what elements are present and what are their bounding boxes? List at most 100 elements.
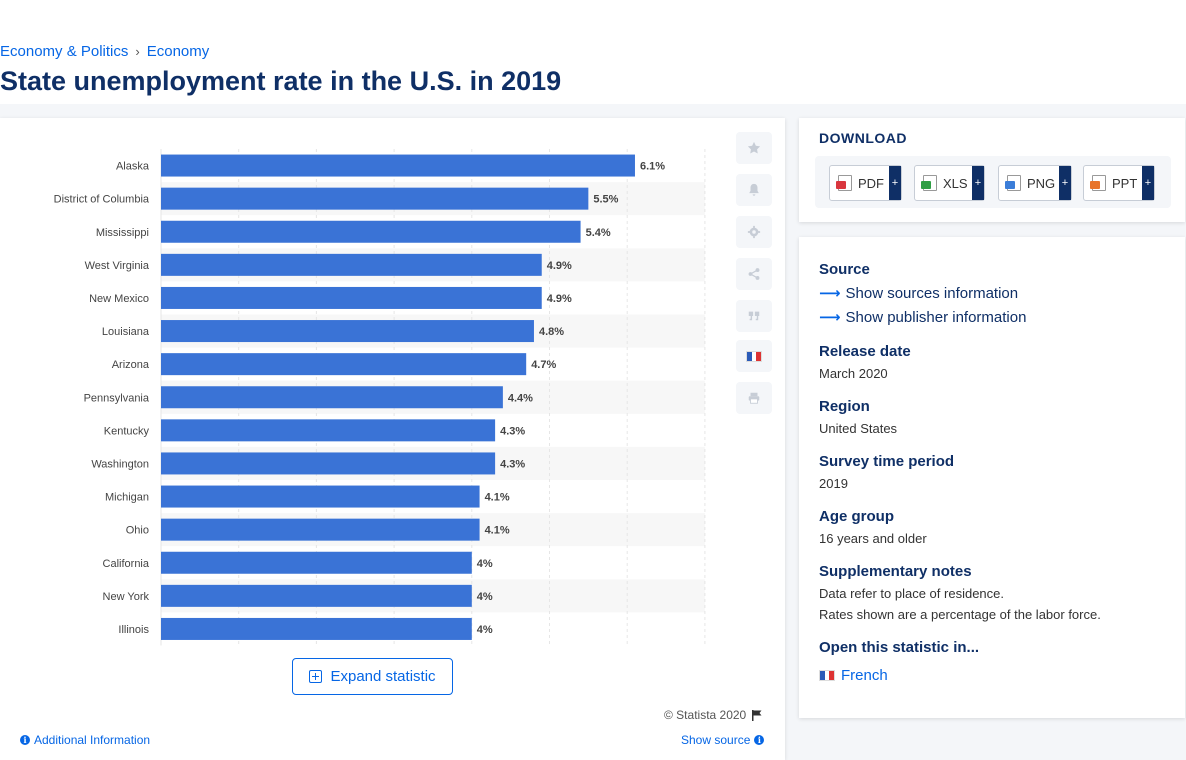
print-button[interactable]: [736, 382, 772, 414]
additional-information-link[interactable]: i Additional Information: [20, 733, 150, 747]
printer-icon: [748, 392, 760, 404]
supplementary-note-1: Data refer to place of residence.: [819, 586, 1004, 601]
download-xls-label: XLS: [943, 175, 968, 191]
share-icon: [748, 268, 760, 280]
download-ppt-button[interactable]: PPT +: [1083, 165, 1155, 201]
category-label: Ohio: [126, 525, 149, 537]
survey-period-value: 2019: [819, 476, 848, 491]
pdf-file-icon: [836, 175, 852, 191]
xls-file-icon: [921, 175, 937, 191]
category-label: Washington: [91, 458, 149, 470]
category-label: Michigan: [105, 492, 149, 504]
chart-card: Alaska 6.1% District of Columbia 5.5% Missis…: [0, 118, 785, 760]
age-group-value: 16 years and older: [819, 531, 927, 546]
notification-button[interactable]: [736, 174, 772, 206]
bar: [161, 485, 480, 508]
french-flag-icon: [746, 350, 762, 362]
category-label: West Virginia: [85, 260, 150, 272]
data-label: 4%: [477, 591, 493, 603]
category-label: District of Columbia: [54, 194, 150, 206]
show-sources-link[interactable]: ⟶ Show sources information: [819, 284, 1018, 303]
download-png-label: PNG: [1027, 175, 1056, 191]
download-png-plus[interactable]: +: [1059, 166, 1071, 200]
cite-button[interactable]: [736, 300, 772, 332]
survey-period-heading: Survey time period: [819, 453, 955, 470]
breadcrumb-economy-politics[interactable]: Economy & Politics: [0, 43, 129, 60]
category-label: New York: [103, 591, 150, 603]
download-pdf-label: PDF: [858, 175, 884, 191]
bar: [161, 452, 496, 475]
bar: [161, 187, 589, 210]
settings-button[interactable]: [736, 216, 772, 248]
bar: [161, 154, 635, 177]
additional-information-label: Additional Information: [34, 733, 151, 747]
data-label: 5.4%: [586, 227, 611, 239]
bar: [161, 320, 534, 343]
download-pdf-button[interactable]: PDF +: [829, 165, 902, 201]
bar-chart: Alaska 6.1% District of Columbia 5.5% Missis…: [54, 149, 706, 646]
ppt-file-icon: [1090, 175, 1106, 191]
data-label: 4.1%: [485, 525, 510, 537]
share-button[interactable]: [736, 258, 772, 290]
show-publisher-link[interactable]: ⟶ Show publisher information: [819, 308, 1027, 327]
arrow-right-icon: ⟶: [819, 285, 841, 302]
data-label: 4%: [477, 558, 493, 570]
category-label: Alaska: [116, 161, 150, 173]
bar: [161, 253, 542, 276]
category-label: Illinois: [118, 624, 149, 636]
gear-icon: [747, 225, 761, 239]
download-pdf-plus[interactable]: +: [889, 166, 901, 200]
data-label: 6.1%: [640, 161, 665, 173]
category-label: Arizona: [112, 359, 150, 371]
download-title: DOWNLOAD: [819, 130, 907, 146]
data-label: 5.5%: [593, 194, 618, 206]
download-ppt-plus[interactable]: +: [1142, 166, 1154, 200]
show-source-label: Show source: [681, 733, 751, 747]
bar: [161, 584, 472, 607]
category-label: Kentucky: [104, 425, 150, 437]
age-group-heading: Age group: [819, 508, 894, 525]
data-label: 4.7%: [531, 359, 556, 371]
supplementary-note-2: Rates shown are a percentage of the labo…: [819, 607, 1101, 622]
expand-statistic-button[interactable]: Expand statistic: [292, 658, 453, 695]
breadcrumb-economy[interactable]: Economy: [146, 43, 210, 60]
language-button[interactable]: [736, 340, 772, 372]
bell-icon: [749, 183, 759, 196]
release-date-heading: Release date: [819, 343, 911, 360]
quote-icon: [748, 311, 760, 321]
release-date-value: March 2020: [819, 366, 888, 381]
open-in-french-link[interactable]: French: [819, 667, 888, 684]
download-ppt-label: PPT: [1112, 175, 1138, 191]
open-in-french-label: French: [841, 667, 888, 684]
data-label: 4.3%: [500, 458, 525, 470]
category-label: New Mexico: [89, 293, 149, 305]
bar: [161, 419, 496, 442]
data-label: 4.1%: [485, 492, 510, 504]
open-statistic-heading: Open this statistic in...: [819, 639, 980, 656]
bar: [161, 617, 472, 640]
star-icon: [747, 141, 761, 154]
expand-icon: [309, 670, 323, 683]
source-heading: Source: [819, 261, 870, 278]
details-card: Source ⟶ Show sources information ⟶ Show…: [799, 237, 1185, 718]
breadcrumb-separator: ›: [135, 44, 140, 59]
favorite-button[interactable]: [736, 132, 772, 164]
region-value: United States: [819, 421, 898, 436]
category-label: Mississippi: [96, 227, 149, 239]
category-label: Louisiana: [102, 326, 150, 338]
show-publisher-label: Show publisher information: [845, 308, 1027, 326]
category-label: California: [103, 558, 150, 570]
bar: [161, 220, 581, 243]
copyright-text: © Statista 2020: [664, 708, 747, 722]
data-label: 4.3%: [500, 425, 525, 437]
download-xls-button[interactable]: XLS +: [914, 165, 985, 201]
show-source-link[interactable]: Show source i: [681, 733, 765, 747]
info-icon: i: [20, 735, 30, 745]
flag-report-icon[interactable]: [751, 709, 763, 721]
download-xls-plus[interactable]: +: [972, 166, 984, 200]
data-label: 4%: [477, 624, 493, 636]
bar: [161, 386, 503, 409]
data-label: 4.9%: [547, 260, 572, 272]
region-heading: Region: [819, 398, 870, 415]
download-png-button[interactable]: PNG +: [998, 165, 1072, 201]
